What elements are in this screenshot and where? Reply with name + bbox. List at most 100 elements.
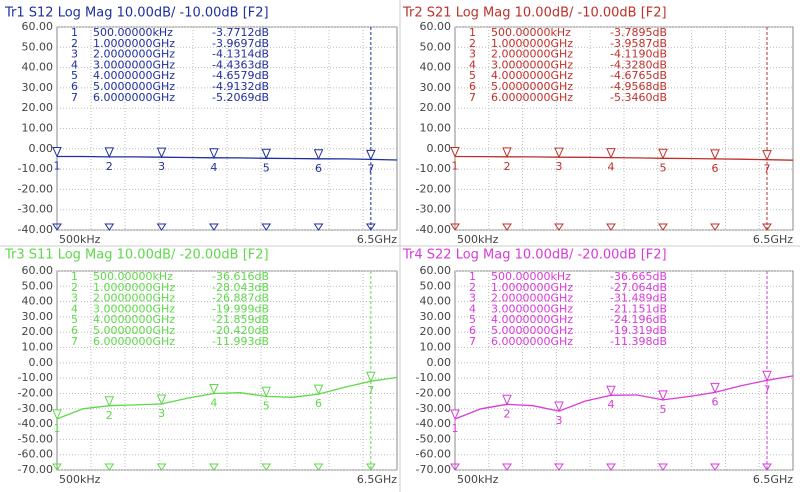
marker-table-value: -4.6765dB bbox=[610, 69, 667, 82]
y-tick-label: 50.00 bbox=[420, 40, 452, 53]
marker bbox=[606, 385, 616, 397]
marker bbox=[450, 146, 460, 158]
marker-label: 3 bbox=[555, 414, 562, 427]
marker-label: 5 bbox=[263, 399, 270, 412]
marker-table-number: 1 bbox=[71, 26, 78, 39]
y-tick-label: -10.00 bbox=[18, 371, 53, 384]
x-tick-label: 6.5GHz bbox=[357, 473, 397, 486]
y-tick-label: 60.00 bbox=[22, 20, 54, 33]
marker-label: 7 bbox=[367, 384, 374, 397]
marker-table-frequency: 6.0000000GHz bbox=[491, 335, 573, 348]
trace-line bbox=[454, 375, 794, 420]
marker-label: 2 bbox=[503, 160, 510, 173]
trace-title: Tr4 S22 Log Mag 10.00dB/ -20.00dB [F2] bbox=[402, 248, 667, 263]
x-tick-label: 500kHz bbox=[457, 233, 499, 246]
y-tick-label: -50.00 bbox=[18, 432, 53, 445]
marker-table-frequency: 3.0000000GHz bbox=[491, 302, 573, 315]
marker-table-number: 5 bbox=[469, 313, 476, 326]
marker-table-value: -21.859dB bbox=[212, 313, 269, 326]
marker-label: 7 bbox=[763, 383, 770, 396]
marker-table-number: 1 bbox=[469, 270, 476, 283]
marker bbox=[104, 147, 115, 159]
marker bbox=[658, 148, 668, 160]
y-tick-label: 20.00 bbox=[420, 325, 452, 338]
marker-table-number: 6 bbox=[469, 80, 476, 93]
marker-label: 3 bbox=[158, 407, 165, 420]
marker-x-indicator bbox=[502, 463, 512, 471]
y-tick-label: -10.00 bbox=[416, 162, 451, 175]
marker-table-value: -4.3280dB bbox=[610, 58, 667, 71]
x-tick-label: 6.5GHz bbox=[753, 473, 793, 486]
marker-table-number: 6 bbox=[71, 80, 78, 93]
marker-x-indicator bbox=[313, 463, 324, 471]
y-tick-label: -20.00 bbox=[416, 182, 451, 195]
marker bbox=[313, 149, 324, 161]
marker-x-indicator bbox=[710, 223, 720, 231]
marker-x-indicator bbox=[450, 463, 460, 471]
y-tick-label: 0.00 bbox=[427, 142, 452, 155]
y-tick-label: -40.00 bbox=[416, 223, 451, 236]
marker-table-number: 1 bbox=[469, 26, 476, 39]
marker-x-indicator bbox=[104, 463, 115, 471]
y-tick-label: -10.00 bbox=[18, 162, 53, 175]
marker-table-frequency: 5.0000000GHz bbox=[491, 324, 573, 337]
marker-label: 1 bbox=[452, 159, 459, 172]
marker-x-indicator bbox=[104, 223, 115, 231]
y-tick-label: 0.00 bbox=[29, 356, 54, 369]
marker-table-frequency: 4.0000000GHz bbox=[93, 313, 175, 326]
marker-label: 2 bbox=[106, 409, 113, 422]
marker bbox=[710, 382, 720, 394]
marker bbox=[104, 396, 115, 408]
marker-table-frequency: 6.0000000GHz bbox=[93, 335, 175, 348]
marker-table-number: 3 bbox=[469, 48, 476, 61]
marker bbox=[710, 149, 720, 161]
marker-x-indicator bbox=[156, 223, 167, 231]
marker-table-value: -36.616dB bbox=[212, 270, 269, 283]
marker-label: 1 bbox=[54, 422, 61, 435]
marker-x-indicator bbox=[156, 463, 167, 471]
marker-table-number: 3 bbox=[71, 292, 78, 305]
marker-table-value: -11.993dB bbox=[212, 335, 269, 348]
marker-table-frequency: 2.0000000GHz bbox=[491, 48, 573, 61]
marker-table-number: 4 bbox=[469, 302, 476, 315]
marker-table-frequency: 3.0000000GHz bbox=[93, 302, 175, 315]
marker-label: 4 bbox=[210, 161, 217, 174]
marker-x-indicator bbox=[502, 223, 512, 231]
marker-x-indicator bbox=[450, 223, 460, 231]
marker-table-frequency: 1.0000000GHz bbox=[93, 281, 175, 294]
marker-label: 1 bbox=[452, 422, 459, 435]
marker-table-frequency: 4.0000000GHz bbox=[93, 69, 175, 82]
marker-label: 3 bbox=[158, 160, 165, 173]
marker-table-value: -26.887dB bbox=[212, 292, 269, 305]
y-tick-label: 50.00 bbox=[22, 40, 54, 53]
marker-x-indicator bbox=[762, 223, 772, 231]
marker-label: 4 bbox=[210, 396, 217, 409]
marker-table-value: -3.9697dB bbox=[212, 37, 269, 50]
marker-x-indicator bbox=[365, 223, 376, 231]
marker-table-number: 5 bbox=[71, 313, 78, 326]
y-tick-label: -40.00 bbox=[18, 417, 53, 430]
y-tick-label: 0.00 bbox=[427, 356, 452, 369]
marker-table-value: -5.3460dB bbox=[610, 91, 667, 104]
marker-x-indicator bbox=[554, 223, 564, 231]
marker-label: 3 bbox=[555, 160, 562, 173]
marker-table-value: -31.489dB bbox=[610, 292, 667, 305]
marker-table-number: 6 bbox=[71, 324, 78, 337]
y-tick-label: -40.00 bbox=[416, 417, 451, 430]
marker-table-frequency: 2.0000000GHz bbox=[491, 292, 573, 305]
marker-table-value: -4.6579dB bbox=[212, 69, 269, 82]
y-tick-label: 10.00 bbox=[420, 122, 452, 135]
marker bbox=[554, 147, 564, 159]
marker-x-indicator bbox=[52, 463, 62, 471]
marker-label: 4 bbox=[607, 398, 614, 411]
marker-table-frequency: 500.00000kHz bbox=[93, 270, 173, 283]
y-tick-label: -30.00 bbox=[416, 402, 451, 415]
marker bbox=[762, 370, 772, 382]
marker bbox=[658, 390, 668, 402]
marker bbox=[450, 409, 460, 421]
marker-table-value: -4.1314dB bbox=[212, 48, 269, 61]
marker-table-number: 4 bbox=[71, 58, 78, 71]
y-tick-label: 20.00 bbox=[420, 101, 452, 114]
marker-x-indicator bbox=[261, 223, 272, 231]
